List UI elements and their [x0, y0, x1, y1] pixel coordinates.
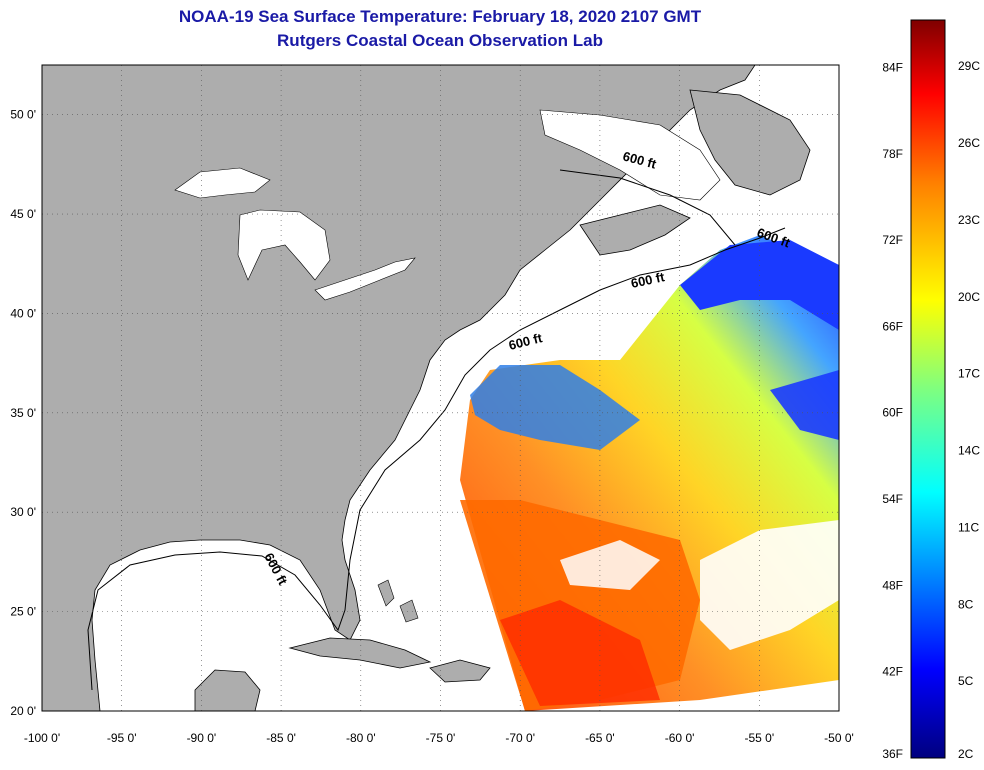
latitude-tick-label: 20 0' — [10, 704, 36, 718]
latitude-tick-label: 25 0' — [10, 605, 36, 619]
cloud-patch-2 — [560, 540, 660, 590]
lake-michigan-huron — [237, 209, 331, 281]
colorbar-label-c: 20C — [958, 290, 980, 304]
colorbar-label-c: 11C — [958, 520, 979, 534]
map-subtitle: Rutgers Coastal Ocean Observation Lab — [277, 31, 603, 50]
longitude-tick-label: -95 0' — [107, 731, 137, 745]
colorbar-label-c: 26C — [958, 136, 980, 150]
colorbar-label-f: 84F — [882, 60, 903, 74]
colorbar-label-f: 72F — [882, 233, 903, 247]
colorbar-label-c: 23C — [958, 213, 980, 227]
land-hispaniola — [429, 659, 491, 683]
lake-superior — [174, 167, 271, 199]
colorbar-celsius-labels: 2C 5C 8C 11C 14C 17C 20C 23C 26C 29C — [958, 59, 980, 761]
isobath-label-georges: 600 ft — [630, 269, 667, 291]
land-nova-scotia — [579, 204, 691, 256]
latitude-tick-label: 45 0' — [10, 207, 36, 221]
latitude-tick-label: 50 0' — [10, 108, 36, 122]
land-north-america — [42, 65, 756, 711]
colorbar-label-c: 5C — [958, 674, 974, 688]
warm-water-core — [500, 600, 660, 706]
longitude-tick-label: -100 0' — [24, 731, 60, 745]
colorbar-label-f: 42F — [882, 665, 903, 679]
cold-water-east — [770, 370, 839, 440]
longitude-tick-label: -65 0' — [585, 731, 615, 745]
colorbar-label-c: 14C — [958, 444, 980, 458]
longitude-tick-labels: -100 0' -95 0' -90 0' -85 0' -80 0' -75 0' -70… — [24, 731, 854, 745]
gulf-st-lawrence — [539, 109, 721, 201]
lake-erie-ontario — [314, 257, 416, 301]
colorbar-label-c: 8C — [958, 597, 974, 611]
land-newfoundland — [689, 89, 811, 196]
colorbar — [910, 19, 946, 759]
longitude-tick-label: -60 0' — [665, 731, 695, 745]
latitude-tick-label: 40 0' — [10, 306, 36, 320]
cloud-band — [700, 520, 839, 650]
plot-frame — [41, 64, 840, 712]
latitude-tick-labels: 20 0' 25 0' 30 0' 35 0' 40 0' 45 0' 50 0' — [10, 108, 36, 718]
colorbar-label-f: 78F — [882, 147, 903, 161]
colorbar-label-f: 48F — [882, 578, 903, 592]
longitude-tick-label: -55 0' — [744, 731, 774, 745]
land-yucatan — [194, 669, 261, 711]
latitude-tick-label: 30 0' — [10, 505, 36, 519]
longitude-tick-label: -85 0' — [266, 731, 296, 745]
colorbar-label-c: 29C — [958, 59, 980, 73]
isobath-contour — [87, 227, 786, 691]
colorbar-label-c: 17C — [958, 367, 980, 381]
colorbar-label-c: 2C — [958, 747, 974, 761]
colorbar-label-f: 36F — [882, 747, 903, 761]
latitude-tick-label: 35 0' — [10, 406, 36, 420]
land-cuba — [288, 637, 432, 669]
cold-water-slope — [470, 365, 640, 450]
longitude-tick-label: -75 0' — [426, 731, 456, 745]
colorbar-label-f: 54F — [882, 492, 903, 506]
colorbar-fahrenheit-labels: 36F 42F 48F 54F 60F 66F 72F 78F 84F — [882, 60, 903, 761]
longitude-tick-label: -90 0' — [187, 731, 217, 745]
longitude-tick-label: -70 0' — [505, 731, 535, 745]
map-title: NOAA-19 Sea Surface Temperature: Februar… — [178, 7, 702, 26]
colorbar-label-f: 60F — [882, 406, 903, 420]
longitude-tick-label: -50 0' — [824, 731, 854, 745]
colorbar-label-f: 66F — [882, 319, 903, 333]
longitude-tick-label: -80 0' — [346, 731, 376, 745]
